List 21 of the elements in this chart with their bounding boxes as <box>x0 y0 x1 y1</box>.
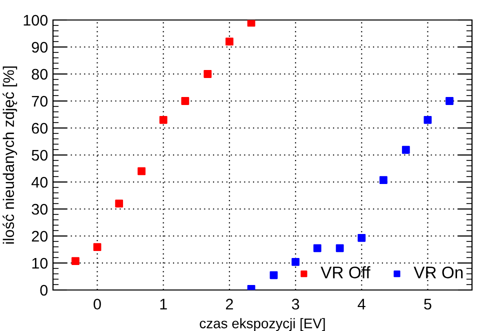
x-tick-label: 4 <box>358 298 366 310</box>
y-tick-label: 70 <box>32 96 48 107</box>
y-tick-label: 20 <box>32 230 48 242</box>
y-tick-label: 10 <box>32 258 48 269</box>
y-tick-label: 0 <box>40 284 48 296</box>
y-tick-label: 90 <box>32 42 48 53</box>
y-tick-label: 80 <box>32 68 48 80</box>
y-tick-label: 40 <box>32 176 48 188</box>
x-tick-label: 2 <box>226 298 233 310</box>
x-axis-title: czas ekspozycji [EV] <box>200 318 325 331</box>
y-tick-label: 60 <box>32 122 48 134</box>
x-tick-label: 5 <box>424 298 432 310</box>
legend-label: VR On <box>414 266 463 278</box>
y-axis-title: ilość nieudanych zdjęć [%] <box>2 66 18 244</box>
x-tick-label: 0 <box>94 298 101 310</box>
y-tick-label: 100 <box>24 14 48 26</box>
legend-label: VR Off <box>320 266 370 278</box>
x-tick-label: 3 <box>292 298 300 310</box>
y-tick-label: 50 <box>32 150 48 161</box>
x-tick-label: 1 <box>160 298 167 310</box>
y-tick-label: 30 <box>32 204 48 215</box>
